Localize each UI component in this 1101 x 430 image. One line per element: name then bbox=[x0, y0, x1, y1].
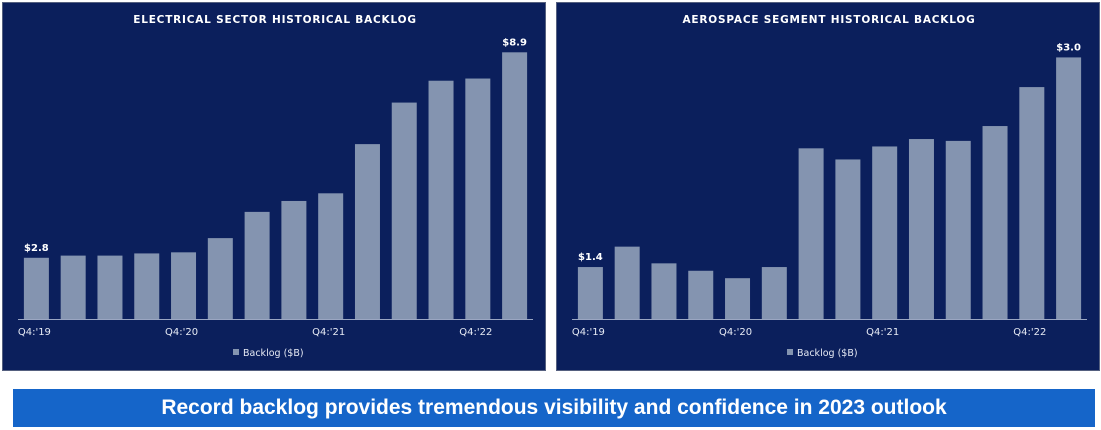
legend-label: Backlog ($B) bbox=[243, 348, 304, 359]
bar-q4-20 bbox=[171, 252, 197, 319]
bar-q1-23 bbox=[1056, 57, 1082, 319]
bar-q1-20 bbox=[60, 255, 86, 319]
bar-q1-22 bbox=[354, 144, 380, 319]
data-label: $1.4 bbox=[578, 252, 603, 263]
bar-q2-21 bbox=[798, 148, 824, 319]
x-tick-label: Q4:'19 bbox=[18, 327, 51, 338]
x-tick-label: Q4:'22 bbox=[1013, 327, 1046, 338]
bar-q2-20 bbox=[651, 263, 677, 319]
bar-q3-21 bbox=[281, 200, 307, 319]
bar-q1-23 bbox=[502, 52, 528, 319]
bar-q4-19 bbox=[577, 267, 603, 319]
electrical-backlog-chart-svg: ELECTRICAL SECTOR HISTORICAL BACKLOG $2.8… bbox=[18, 14, 533, 359]
legend-swatch bbox=[787, 349, 793, 355]
bar-q3-21 bbox=[835, 159, 861, 319]
bar-q2-21 bbox=[244, 211, 270, 319]
bar-q3-20 bbox=[688, 270, 714, 319]
data-label: $3.0 bbox=[1056, 42, 1081, 53]
chart-title: AEROSPACE SEGMENT HISTORICAL BACKLOG bbox=[683, 14, 976, 26]
bar-q1-21 bbox=[761, 267, 787, 319]
bar-q4-21 bbox=[318, 193, 344, 319]
backlog-banner: Record backlog provides tremendous visib… bbox=[13, 389, 1095, 427]
bar-q2-22 bbox=[391, 102, 417, 320]
legend-swatch bbox=[233, 349, 239, 355]
bar-q1-22 bbox=[908, 139, 934, 319]
aerospace-backlog-chart-svg: AEROSPACE SEGMENT HISTORICAL BACKLOG $1.4… bbox=[572, 14, 1087, 359]
bar-q4-21 bbox=[872, 146, 898, 319]
x-tick-label: Q4:'20 bbox=[165, 327, 198, 338]
bar-q2-22 bbox=[945, 140, 971, 319]
bar-q4-22 bbox=[465, 78, 491, 319]
electrical-backlog-chart: ELECTRICAL SECTOR HISTORICAL BACKLOG $2.8… bbox=[2, 2, 546, 371]
bar-q3-20 bbox=[134, 253, 160, 319]
bar-q1-21 bbox=[207, 238, 233, 319]
x-tick-label: Q4:'19 bbox=[572, 327, 605, 338]
bar-q4-22 bbox=[1019, 87, 1045, 319]
x-tick-label: Q4:'20 bbox=[719, 327, 752, 338]
chart-title: ELECTRICAL SECTOR HISTORICAL BACKLOG bbox=[133, 14, 417, 26]
data-label: $8.9 bbox=[502, 37, 527, 48]
bar-q4-19 bbox=[23, 257, 49, 319]
x-tick-label: Q4:'22 bbox=[459, 327, 492, 338]
bar-q4-20 bbox=[725, 278, 751, 319]
bar-q2-20 bbox=[97, 255, 123, 319]
bar-q3-22 bbox=[428, 80, 454, 319]
bar-q3-22 bbox=[982, 126, 1008, 319]
x-tick-label: Q4:'21 bbox=[866, 327, 899, 338]
data-label: $2.8 bbox=[24, 243, 49, 254]
aerospace-backlog-chart: AEROSPACE SEGMENT HISTORICAL BACKLOG $1.4… bbox=[556, 2, 1100, 371]
x-tick-label: Q4:'21 bbox=[312, 327, 345, 338]
legend-label: Backlog ($B) bbox=[797, 348, 858, 359]
bar-q1-20 bbox=[614, 246, 640, 319]
banner-text: Record backlog provides tremendous visib… bbox=[161, 396, 947, 419]
